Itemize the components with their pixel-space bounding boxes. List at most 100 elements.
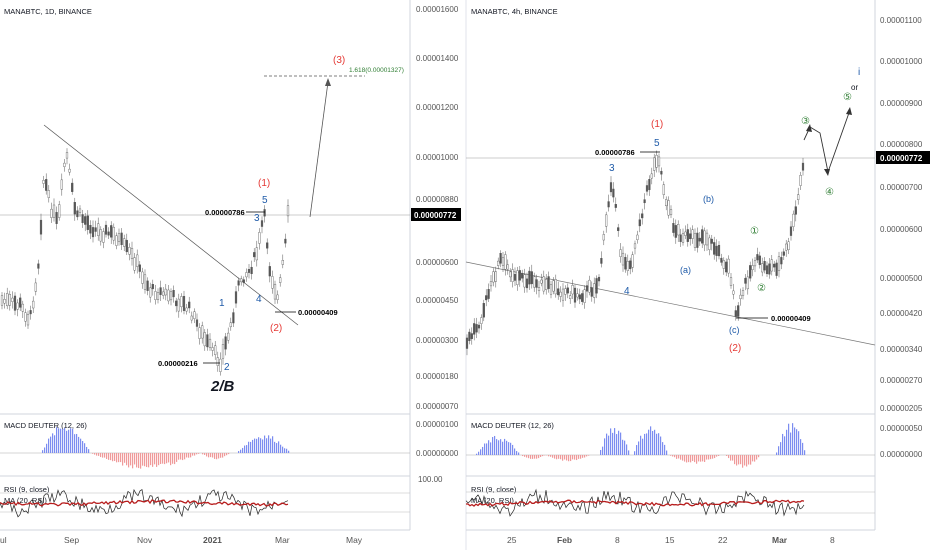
right-candle: [801, 162, 805, 171]
left-macd-bar: [270, 438, 272, 453]
left-wave3: 3: [254, 213, 260, 224]
right-macd-tick: 0.00000050: [880, 424, 923, 433]
right-macd-bar: [588, 455, 590, 456]
right-macd-bar: [754, 455, 756, 462]
left-candle: [73, 202, 76, 215]
right-macd-bar: [756, 455, 758, 460]
left-chart-title: MANABTC, 1D, BINANCE: [4, 7, 92, 16]
left-rsi-title: RSI (9, close): [4, 485, 50, 494]
left-macd-bar: [166, 453, 168, 464]
right-macd-bar: [564, 455, 566, 460]
left-candles: [0, 148, 290, 376]
left-wave1-red: (1): [258, 178, 270, 189]
left-wave1: 1: [219, 298, 225, 309]
right-macd-bar: [736, 455, 738, 466]
right-macd-bar: [792, 423, 794, 455]
right-macd-bar: [680, 455, 682, 460]
right-macd-bar: [734, 455, 736, 465]
left-candle: [141, 271, 144, 284]
left-candle: [117, 233, 121, 242]
left-macd-bar: [192, 453, 194, 456]
left-macd-bar: [260, 438, 262, 453]
left-macd-bar: [176, 453, 178, 462]
right-macd-bar: [672, 455, 674, 457]
right-macd-bar: [786, 429, 788, 455]
right-candle: [756, 254, 759, 261]
left-macd-bar: [148, 453, 150, 468]
right-candle: [693, 233, 697, 248]
left-macd-bar: [262, 439, 264, 453]
left-candle: [136, 254, 139, 267]
right-macd-bar: [568, 455, 570, 462]
right-macd-bar: [740, 455, 742, 465]
left-price-tick: 0.00000450: [416, 296, 459, 305]
left-macd-bar: [276, 443, 278, 453]
left-macd-bar: [196, 453, 198, 455]
right-macd-bar: [620, 432, 622, 455]
right-macd-bar: [780, 442, 782, 455]
left-candle: [253, 252, 256, 258]
left-candle: [52, 204, 56, 218]
left-candle: [120, 232, 123, 246]
left-macd-bar: [182, 453, 184, 461]
left-trendline: [43, 124, 299, 326]
right-candle: [535, 279, 538, 288]
right-price-tick: 0.00000600: [880, 225, 923, 234]
right-macd-bar: [670, 455, 672, 456]
left-candle: [227, 332, 230, 341]
left-macd-bar: [204, 453, 206, 455]
left-pane-border: [0, 0, 410, 550]
right-macd-bar: [778, 446, 780, 455]
right-macd-bar: [478, 451, 480, 455]
right-macd-bar: [482, 446, 484, 455]
right-candle: [585, 285, 589, 292]
right-candle: [636, 234, 639, 241]
right-candle: [701, 229, 704, 244]
right-candle: [773, 263, 776, 268]
right-macd-bar: [686, 455, 688, 463]
right-macd-bar: [522, 455, 524, 457]
right-candle: [511, 269, 514, 282]
right-macd-bar: [644, 433, 646, 455]
right-candle: [489, 281, 493, 287]
left-price-tick: 0.00000070: [416, 402, 459, 411]
right-macd-bar: [796, 429, 798, 455]
right-candle: [482, 303, 485, 318]
left-macd-bar: [88, 449, 90, 453]
right-candle: [597, 276, 601, 282]
right-candle: [641, 213, 644, 219]
right-macd-bar: [552, 455, 554, 458]
right-rsi-ma-line: [466, 499, 805, 507]
right-macd-bar: [578, 455, 580, 459]
right-macd-bar: [560, 455, 562, 460]
right-candle: [552, 280, 555, 292]
left-macd-bar: [266, 438, 268, 453]
right-candle: [753, 260, 757, 267]
left-arrowhead: [325, 78, 331, 86]
right-current-price: 0.00000772: [880, 154, 923, 163]
left-macd-bar: [78, 436, 80, 453]
right-chart: MANABTC, 4h, BINANCE 0.00001100 0.000010…: [465, 0, 930, 545]
right-candle: [792, 213, 795, 227]
right-candle: [775, 262, 778, 276]
right-current-price-tag: [876, 151, 930, 164]
right-macd-bar: [606, 433, 608, 455]
right-candle: [665, 199, 668, 207]
right-candle: [737, 305, 740, 317]
left-macd-bar: [70, 428, 72, 453]
right-candle: [523, 274, 526, 288]
right-price-tick: 0.00000205: [880, 404, 923, 413]
left-macd-bar: [194, 453, 196, 456]
right-macd-bar: [658, 433, 660, 455]
right-candle: [633, 243, 637, 249]
left-candle: [19, 297, 22, 308]
left-price-tick: 0.00000880: [416, 195, 459, 204]
right-candle: [504, 254, 507, 270]
right-candle: [698, 237, 701, 242]
left-macd-bar: [264, 435, 266, 453]
right-candle: [780, 257, 783, 265]
right-wave-circle2: ②: [757, 283, 766, 294]
right-macd-bar: [502, 441, 504, 455]
left-macd-bar: [84, 443, 86, 453]
left-macd-bar: [178, 453, 180, 460]
